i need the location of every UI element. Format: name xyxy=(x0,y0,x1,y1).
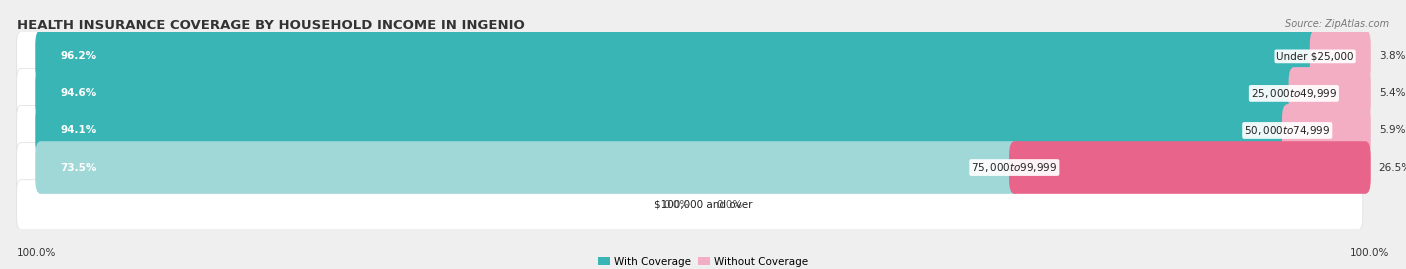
Text: 100.0%: 100.0% xyxy=(1350,248,1389,258)
Text: $50,000 to $74,999: $50,000 to $74,999 xyxy=(1244,124,1330,137)
Legend: With Coverage, Without Coverage: With Coverage, Without Coverage xyxy=(598,257,808,267)
Text: 0.0%: 0.0% xyxy=(716,200,742,210)
Text: HEALTH INSURANCE COVERAGE BY HOUSEHOLD INCOME IN INGENIO: HEALTH INSURANCE COVERAGE BY HOUSEHOLD I… xyxy=(17,19,524,32)
FancyBboxPatch shape xyxy=(35,30,1320,83)
Text: Source: ZipAtlas.com: Source: ZipAtlas.com xyxy=(1285,19,1389,29)
Text: 96.2%: 96.2% xyxy=(60,51,97,61)
FancyBboxPatch shape xyxy=(17,180,1362,229)
Text: 5.9%: 5.9% xyxy=(1379,125,1405,136)
Text: 100.0%: 100.0% xyxy=(17,248,56,258)
FancyBboxPatch shape xyxy=(1289,67,1371,120)
FancyBboxPatch shape xyxy=(35,141,1019,194)
FancyBboxPatch shape xyxy=(1282,104,1371,157)
FancyBboxPatch shape xyxy=(1010,141,1371,194)
Text: 0.0%: 0.0% xyxy=(664,200,690,210)
Text: $100,000 and over: $100,000 and over xyxy=(654,200,752,210)
FancyBboxPatch shape xyxy=(17,106,1362,155)
FancyBboxPatch shape xyxy=(17,69,1362,118)
FancyBboxPatch shape xyxy=(35,67,1299,120)
Text: 94.6%: 94.6% xyxy=(60,89,97,98)
FancyBboxPatch shape xyxy=(35,104,1292,157)
Text: Under $25,000: Under $25,000 xyxy=(1277,51,1354,61)
FancyBboxPatch shape xyxy=(1310,30,1371,83)
Text: 73.5%: 73.5% xyxy=(60,162,97,172)
FancyBboxPatch shape xyxy=(17,143,1362,192)
Text: $75,000 to $99,999: $75,000 to $99,999 xyxy=(972,161,1057,174)
Text: 3.8%: 3.8% xyxy=(1379,51,1405,61)
Text: 26.5%: 26.5% xyxy=(1379,162,1406,172)
Text: 5.4%: 5.4% xyxy=(1379,89,1405,98)
FancyBboxPatch shape xyxy=(17,31,1362,81)
Text: 94.1%: 94.1% xyxy=(60,125,97,136)
Text: $25,000 to $49,999: $25,000 to $49,999 xyxy=(1251,87,1337,100)
